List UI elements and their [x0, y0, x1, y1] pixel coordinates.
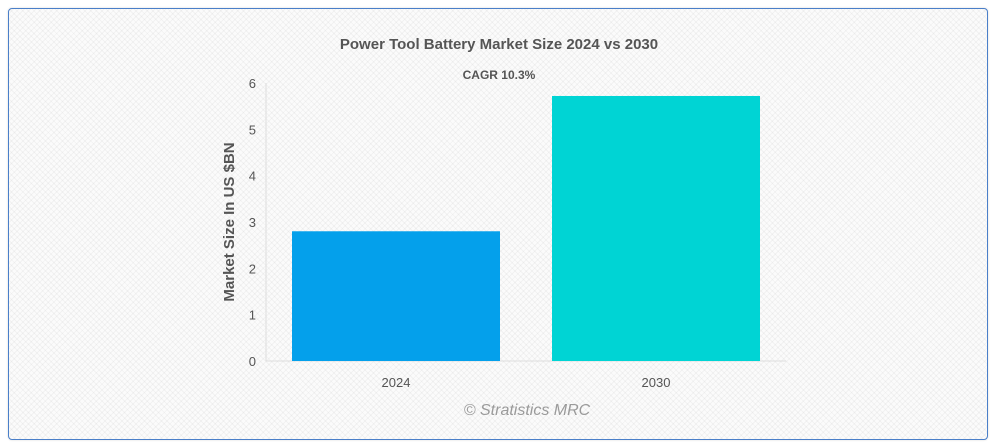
x-tick-label-2024: 2024 — [382, 375, 411, 390]
y-ticks-group: 0 1 2 3 4 5 6 — [249, 76, 256, 369]
y-tick-label-5: 5 — [249, 122, 256, 137]
chart-frame — [8, 8, 988, 440]
cagr-annotation: CAGR 10.3% — [463, 68, 536, 82]
chart-title: Power Tool Battery Market Size 2024 vs 2… — [340, 36, 658, 53]
x-ticks-group: 2024 2030 — [382, 375, 671, 390]
y-tick-label-4: 4 — [249, 169, 256, 184]
x-tick-label-2030: 2030 — [642, 375, 671, 390]
watermark: © Stratistics MRC — [464, 402, 591, 419]
bars-group — [292, 95, 760, 362]
bar-2030 — [552, 95, 760, 362]
y-axis-label: Market Size In US $BN — [221, 142, 238, 301]
y-tick-label-6: 6 — [249, 76, 256, 91]
y-tick-label-3: 3 — [249, 215, 256, 230]
y-tick-label-0: 0 — [249, 354, 256, 369]
bar-2024 — [292, 231, 500, 361]
y-tick-label-2: 2 — [249, 261, 256, 276]
y-tick-label-1: 1 — [249, 308, 256, 323]
